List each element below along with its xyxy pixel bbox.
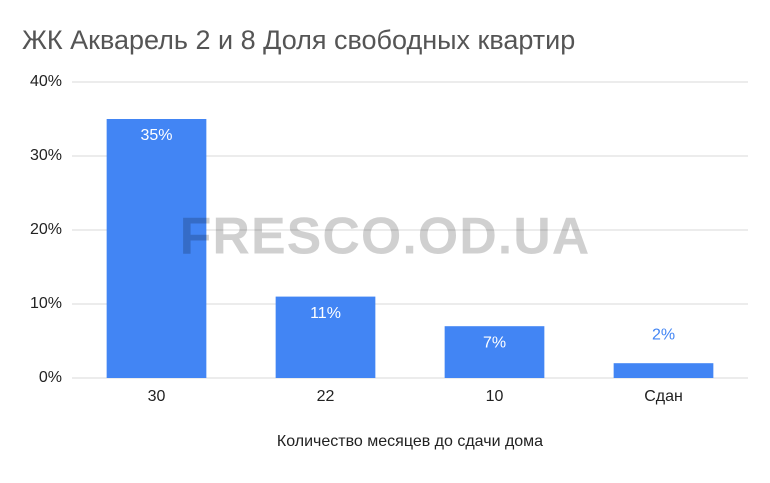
y-tick-label: 0% — [39, 369, 62, 386]
watermark: FRESCO.OD.UA — [180, 208, 591, 266]
y-tick-label: 10% — [30, 295, 62, 312]
x-tick-label: 30 — [148, 388, 166, 405]
data-label: 7% — [483, 334, 506, 351]
bar — [444, 326, 545, 378]
x-tick-label: 22 — [317, 388, 335, 405]
bar — [275, 296, 376, 378]
chart-title: ЖК Акварель 2 и 8 Доля свободных квартир — [22, 25, 575, 55]
y-tick-label: 40% — [30, 73, 62, 90]
data-label: 2% — [652, 326, 675, 343]
data-label: 35% — [140, 127, 172, 144]
x-tick-label: 10 — [486, 388, 504, 405]
x-tick-label: Сдан — [644, 388, 683, 405]
x-axis-label: Количество месяцев до сдачи дома — [277, 433, 543, 450]
bar — [106, 119, 207, 378]
y-tick-label: 20% — [30, 221, 62, 238]
y-tick-label: 30% — [30, 147, 62, 164]
data-label: 11% — [310, 305, 341, 322]
bar — [613, 363, 714, 378]
